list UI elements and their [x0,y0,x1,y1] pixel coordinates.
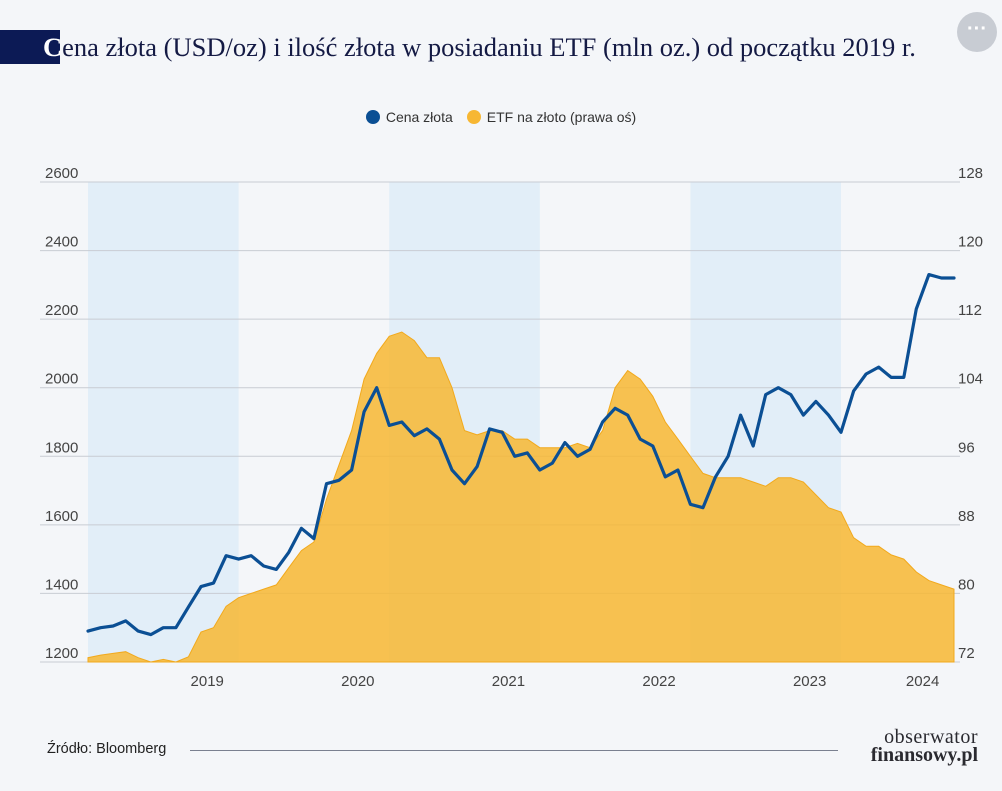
x-tick-2020: 2020 [341,673,374,690]
year-band-0 [88,182,239,662]
brand-logo: obserwator finansowy.pl [848,726,978,766]
brand-line-2: finansowy.pl [870,744,978,766]
source-label: Źródło: Bloomberg [47,741,167,757]
x-tick-2023: 2023 [793,673,826,690]
brand-line-1: obserwator [884,726,978,748]
y-left-tick-6: 2400 [45,234,78,251]
legend-dot-gold-price [365,110,380,124]
y-right-tick-3: 96 [958,439,975,456]
legend-item-gold-price[interactable]: Cena złota [365,109,453,125]
title-first-letter: C [43,32,63,62]
legend-item-etf[interactable]: ETF na złoto (prawa oś) [466,109,637,125]
gold-price-line [86,273,956,637]
y-right-tick-4: 104 [958,371,983,388]
more-options-button[interactable]: ··· [957,12,997,52]
y-left-tick-7: 2600 [45,165,78,182]
chart-title: Cena złota (USD/oz) i ilość złota w posi… [43,30,916,64]
x-tick-2022: 2022 [642,673,675,690]
y-right-tick-6: 120 [958,234,983,251]
x-tick-2024: 2024 [906,673,939,690]
footer-divider [190,750,838,751]
y-right-tick-1: 80 [958,576,975,593]
y-right-tick-2: 88 [958,508,975,525]
chart-legend: Cena złota ETF na złoto (prawa oś) [0,109,1002,125]
y-left-tick-1: 1400 [45,576,78,593]
legend-label-gold-price: Cena złota [385,109,453,125]
etf-area [87,331,955,663]
legend-label-etf: ETF na złoto (prawa oś) [486,109,637,125]
x-tick-2021: 2021 [492,673,525,690]
y-right-tick-5: 112 [958,302,982,319]
title-rest: ena złota (USD/oz) i ilość złota w posia… [62,32,916,62]
x-tick-2019: 2019 [191,673,224,690]
y-left-tick-3: 1800 [45,439,78,456]
y-right-tick-0: 72 [958,645,975,662]
y-right-tick-7: 128 [958,165,983,182]
legend-dot-etf [466,110,481,124]
y-left-tick-0: 1200 [45,645,78,662]
y-left-tick-4: 2000 [45,371,78,388]
title-accent-bar [0,30,60,64]
y-left-tick-2: 1600 [45,508,78,525]
y-left-tick-5: 2200 [45,302,78,319]
